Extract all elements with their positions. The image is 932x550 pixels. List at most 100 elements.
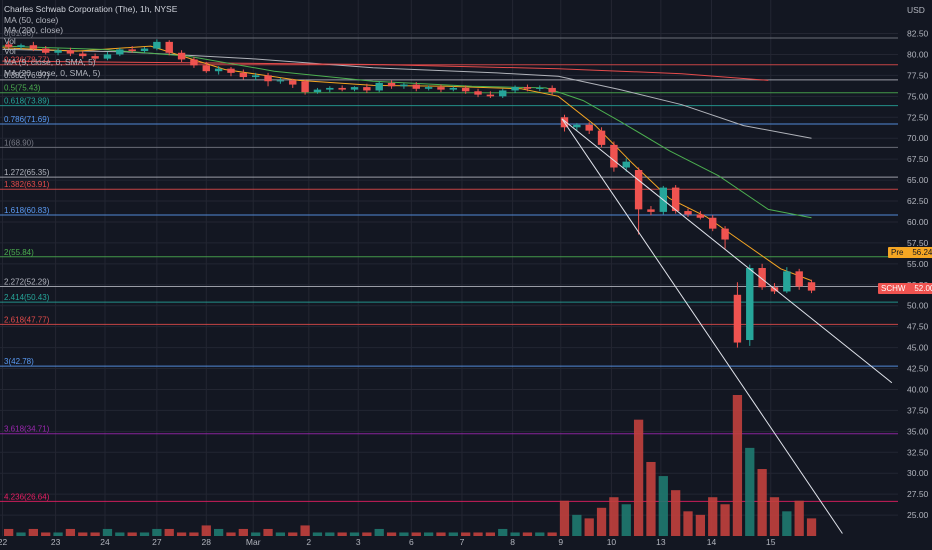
volume-bar bbox=[658, 476, 668, 536]
pre-tag-value: 56.24 bbox=[912, 248, 932, 258]
pre-market-price-tag: Pre 56.24 bbox=[888, 247, 932, 259]
volume-bar bbox=[510, 532, 520, 536]
price-tick-label: 77.50 bbox=[907, 70, 929, 80]
price-axis[interactable]: 82.50 80.00 77.50 75.00 72.50 70.00 67.50 65.00… bbox=[907, 29, 929, 521]
volume-bar bbox=[176, 532, 187, 536]
volume-bar bbox=[374, 528, 384, 536]
time-tick-label: Mar bbox=[246, 537, 261, 547]
price-tick-label: 67.50 bbox=[907, 154, 929, 164]
time-tick-label: 13 bbox=[656, 537, 666, 547]
candle-up bbox=[746, 268, 754, 341]
fib-level-label: 0.236(78.77) bbox=[4, 56, 50, 65]
legend-ma200[interactable]: MA (200, close) bbox=[4, 25, 64, 36]
volume-bar bbox=[189, 532, 199, 536]
legend-ma50[interactable]: MA (50, close) bbox=[4, 14, 59, 25]
fib-level-label: 2.618(47.77) bbox=[4, 315, 50, 324]
volume-bar bbox=[4, 528, 14, 536]
candle-up bbox=[499, 90, 507, 97]
legend-ma20[interactable]: MA (20, close, 0, SMA, 5) bbox=[4, 67, 101, 78]
fib-level-label: 1.618(60.83) bbox=[4, 206, 50, 215]
volume-bar bbox=[485, 532, 496, 536]
candle-down bbox=[239, 72, 248, 78]
candle-down bbox=[412, 84, 420, 89]
trendlines[interactable] bbox=[561, 118, 893, 534]
volume-bar bbox=[226, 532, 236, 536]
volume-bar bbox=[559, 500, 570, 536]
fib-level-label: 0.382(76.97) bbox=[4, 71, 50, 80]
schw-tag-label: SCHW bbox=[881, 283, 906, 293]
volume-bar bbox=[78, 532, 88, 536]
candle-down bbox=[585, 124, 593, 131]
time-tick-label: 3 bbox=[356, 537, 361, 547]
price-tick-label: 25.00 bbox=[907, 510, 929, 520]
legend-vol-2[interactable]: Vol bbox=[4, 46, 16, 57]
volume-bar bbox=[596, 507, 607, 536]
price-tick-label: 62.50 bbox=[907, 196, 929, 206]
volume-bar bbox=[288, 532, 298, 536]
candle-down bbox=[684, 211, 692, 215]
price-tick-label: 75.00 bbox=[907, 91, 929, 101]
price-tick-label: 30.00 bbox=[907, 468, 929, 478]
volume-bar bbox=[732, 395, 743, 536]
trendline bbox=[561, 118, 893, 384]
fibonacci-levels: 0(81.96) 0.236(78.77) 0.382(76.97) 0.5(75.4… bbox=[0, 29, 898, 502]
volume-bar bbox=[671, 490, 681, 536]
candle-up bbox=[783, 271, 791, 292]
candle-down bbox=[165, 41, 173, 53]
price-tick-label: 50.00 bbox=[907, 301, 929, 311]
candle-down bbox=[66, 50, 75, 54]
volume-bar bbox=[325, 532, 335, 536]
candle-up bbox=[214, 68, 223, 72]
volume-bar bbox=[386, 532, 397, 536]
volume-bar bbox=[362, 532, 372, 536]
volume-bar bbox=[16, 532, 26, 536]
candle-up bbox=[400, 84, 408, 87]
volume-bar bbox=[423, 532, 434, 536]
last-price-tag: SCHW 52.00 bbox=[878, 282, 932, 294]
volume-bar bbox=[498, 528, 508, 536]
candle-up bbox=[536, 87, 544, 89]
candle-down bbox=[202, 65, 210, 72]
volume-bar bbox=[164, 528, 174, 536]
candle-down bbox=[461, 87, 470, 92]
candle-up bbox=[622, 161, 630, 168]
candle-down bbox=[264, 75, 272, 82]
volume-bar bbox=[547, 532, 557, 536]
time-axis[interactable]: 22 23 24 27 28 Mar 2 3 6 7 8 9 10 13 14 15 bbox=[0, 537, 776, 547]
fib-level-label: 1.272(65.35) bbox=[4, 168, 50, 177]
fib-level-label: 2.414(50.43) bbox=[4, 293, 50, 302]
candle-down bbox=[671, 187, 680, 212]
candle-down bbox=[807, 282, 816, 291]
fib-level-label: 0.618(73.89) bbox=[4, 97, 50, 106]
price-tick-label: 37.50 bbox=[907, 405, 929, 415]
volume-bars bbox=[4, 395, 817, 536]
schw-tag-value: 52.00 bbox=[914, 283, 932, 293]
candle-down bbox=[721, 228, 729, 240]
price-tick-label: 42.50 bbox=[907, 364, 929, 374]
volume-bar bbox=[769, 497, 780, 536]
time-tick-label: 8 bbox=[510, 537, 515, 547]
candle-down bbox=[227, 68, 235, 73]
volume-bar bbox=[337, 532, 347, 536]
candle-down bbox=[79, 53, 87, 57]
candle-up bbox=[424, 87, 433, 89]
price-tick-label: 80.00 bbox=[907, 49, 929, 59]
candle-down bbox=[387, 82, 396, 87]
candle-up bbox=[54, 50, 62, 53]
legend-ma9[interactable]: MA (9, close, 0, SMA, 5) bbox=[4, 56, 96, 67]
legend-vol-1[interactable]: Vol bbox=[4, 35, 16, 46]
candle-down bbox=[474, 91, 482, 95]
candle-down bbox=[437, 87, 445, 90]
volume-bar bbox=[448, 532, 458, 536]
volume-bar bbox=[695, 514, 705, 536]
volume-bar bbox=[275, 532, 286, 536]
fib-level-label: 3(42.78) bbox=[4, 357, 34, 366]
price-tick-label: 55.00 bbox=[907, 259, 929, 269]
candle-up bbox=[511, 87, 519, 91]
candle-up bbox=[313, 89, 322, 93]
volume-bar bbox=[633, 419, 644, 536]
candle-up bbox=[17, 45, 25, 47]
volume-bar bbox=[782, 511, 792, 536]
candle-down bbox=[548, 87, 556, 93]
